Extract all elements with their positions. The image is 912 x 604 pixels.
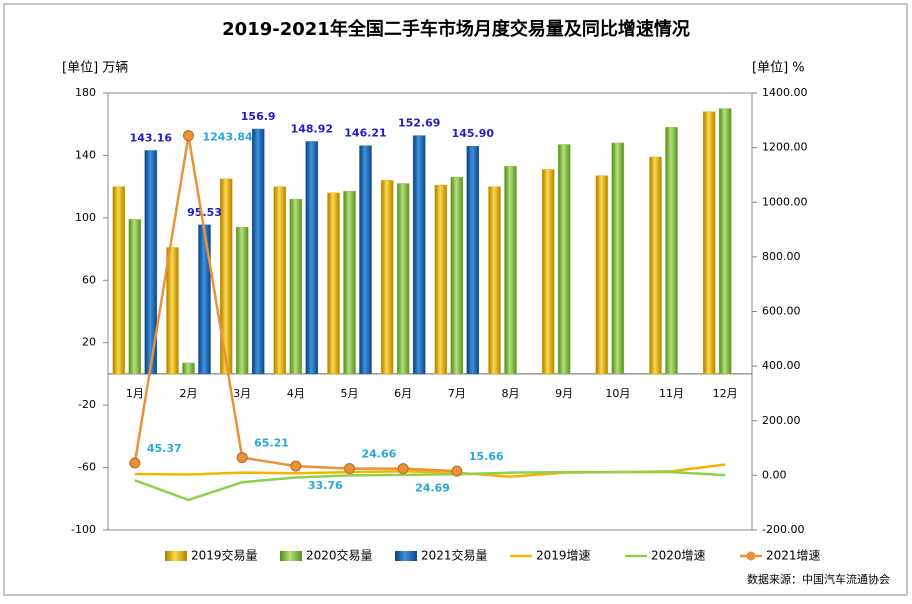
bar: [289, 198, 303, 375]
bar: [718, 108, 732, 375]
x-tick-label: 3月: [233, 387, 251, 400]
x-tick-label: 12月: [713, 387, 738, 400]
marker: [397, 463, 409, 475]
frame: [3, 3, 908, 596]
marker: [236, 452, 248, 464]
marker: [451, 465, 463, 477]
legend-label: 2019增速: [536, 549, 591, 563]
bar: [182, 362, 195, 375]
bar: [434, 184, 448, 375]
x-tick-label: 7月: [448, 387, 466, 400]
bar: [466, 145, 480, 375]
marker: [183, 130, 194, 142]
data-label: 33.76: [308, 479, 343, 492]
data-label: 146.21: [344, 127, 386, 140]
bar: [541, 169, 555, 375]
bar: [343, 191, 356, 375]
x-tick-label: 2月: [180, 387, 198, 400]
marker: [344, 463, 355, 475]
bar: [219, 178, 233, 375]
legend-swatch: [280, 551, 302, 561]
y2-label: [单位] %: [752, 61, 805, 76]
y2-tick-label: 600.00: [762, 305, 801, 318]
bar: [557, 144, 571, 375]
y-tick-label: -100: [71, 523, 96, 536]
data-label: 15.66: [469, 450, 504, 463]
bar: [488, 186, 501, 375]
bar: [649, 156, 662, 375]
legend-label: 2020交易量: [306, 548, 373, 563]
y-tick-label: -20: [78, 398, 96, 411]
x-tick-label: 8月: [502, 387, 520, 400]
bar: [144, 150, 158, 375]
y-tick-label: 20: [82, 336, 96, 349]
x-tick-label: 5月: [341, 387, 359, 400]
bar: [305, 141, 319, 375]
data-label: 45.37: [147, 442, 182, 455]
data-label: 24.66: [362, 448, 397, 461]
bar: [235, 226, 249, 375]
y2-tick-label: 1000.00: [762, 195, 808, 208]
data-label: 156.9: [241, 110, 276, 123]
legend-label: 2019交易量: [191, 548, 258, 563]
marker: [290, 460, 302, 472]
bar: [198, 224, 211, 375]
bar: [450, 177, 464, 375]
bar: [273, 186, 287, 375]
y2-tick-label: 800.00: [762, 250, 801, 263]
legend-swatch: [395, 551, 417, 561]
data-label: 95.53: [187, 206, 222, 219]
source: 数据来源：中国汽车流通协会: [747, 572, 890, 586]
legend-label: 2020增速: [651, 549, 706, 563]
bar: [611, 142, 625, 375]
legend-marker: [746, 551, 756, 561]
bar: [166, 247, 179, 375]
bar: [702, 111, 716, 375]
y2-tick-label: 400.00: [762, 359, 801, 372]
y2-tick-label: 1400.00: [762, 86, 808, 99]
line: [134, 470, 726, 502]
y2-tick-label: -200.00: [762, 523, 804, 536]
bar: [112, 186, 126, 375]
y-tick-label: 100: [75, 211, 96, 224]
x-tick-label: 1月: [126, 387, 144, 400]
bar: [665, 127, 678, 375]
x-tick-label: 4月: [287, 387, 305, 400]
y-tick-label: -60: [78, 461, 96, 474]
data-label: 145.90: [452, 127, 495, 140]
bar: [327, 192, 340, 375]
data-label: 148.92: [291, 123, 333, 136]
marker: [129, 457, 141, 469]
y-tick-label: 140: [75, 148, 96, 161]
bar: [504, 166, 517, 375]
bar: [396, 183, 410, 375]
bar: [595, 175, 609, 375]
bar: [380, 180, 394, 375]
x-tick-label: 9月: [555, 387, 573, 400]
y2-tick-label: 0.00: [762, 468, 787, 481]
y2-tick-label: 200.00: [762, 414, 801, 427]
chart-title: 2019-2021年全国二手车市场月度交易量及同比增速情况: [222, 18, 690, 40]
legend-swatch: [165, 551, 187, 561]
y2-tick-label: 1200.00: [762, 141, 808, 154]
y-tick-label: 180: [75, 86, 96, 99]
bar: [359, 145, 372, 375]
bar: [251, 128, 265, 375]
bar: [128, 219, 142, 375]
x-tick-label: 10月: [605, 387, 630, 400]
data-label: 1243.84: [203, 131, 253, 144]
y-label: [单位] 万辆: [62, 61, 128, 76]
legend-label: 2021增速: [766, 549, 821, 563]
legend-label: 2021交易量: [421, 548, 488, 563]
data-label: 143.16: [130, 131, 173, 144]
data-label: 152.69: [398, 117, 440, 130]
x-tick-label: 11月: [659, 387, 684, 400]
data-label: 65.21: [254, 437, 289, 450]
x-tick-label: 6月: [394, 387, 412, 400]
y-tick-label: 60: [82, 273, 96, 286]
bar: [412, 135, 426, 375]
data-label: 24.69: [415, 482, 450, 495]
